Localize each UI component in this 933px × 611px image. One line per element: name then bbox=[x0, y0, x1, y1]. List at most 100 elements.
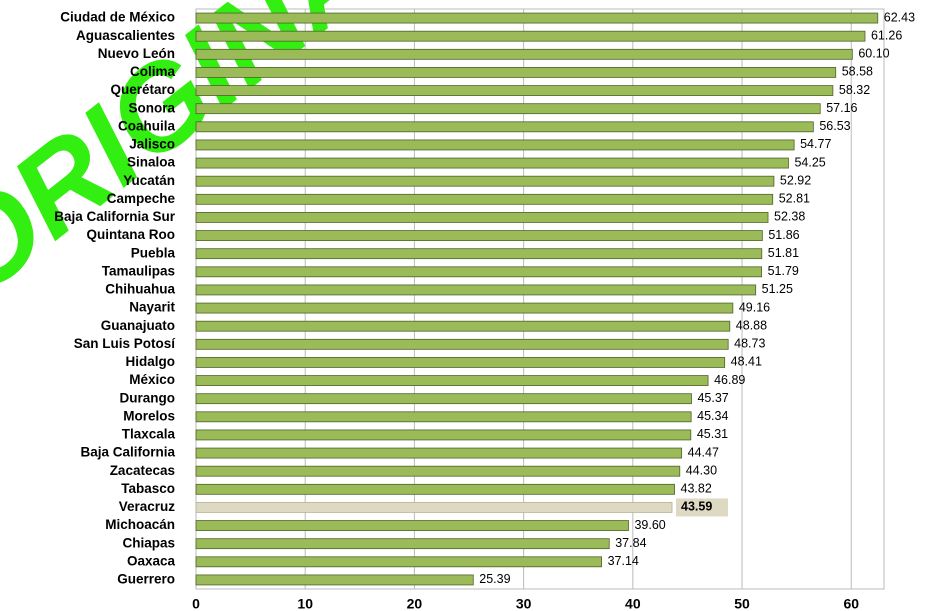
plot-area bbox=[195, 8, 885, 590]
value-label: 45.31 bbox=[697, 427, 728, 441]
bar bbox=[195, 175, 775, 187]
x-tick-label: 60 bbox=[843, 596, 859, 611]
value-label: 51.86 bbox=[768, 228, 799, 242]
bar bbox=[195, 538, 610, 550]
bar bbox=[195, 103, 821, 115]
category-label: Colima bbox=[130, 64, 176, 79]
category-label: Coahuila bbox=[118, 118, 175, 133]
category-label: Sonora bbox=[128, 100, 175, 115]
value-label: 45.37 bbox=[697, 391, 728, 405]
bar bbox=[195, 12, 879, 24]
bar bbox=[195, 121, 814, 133]
category-label: Aguascalientes bbox=[76, 28, 175, 43]
value-label: 51.25 bbox=[762, 282, 793, 296]
x-tick-label: 0 bbox=[192, 596, 200, 611]
value-label: 44.30 bbox=[686, 463, 717, 477]
value-label: 56.53 bbox=[819, 119, 850, 133]
category-label: Guerrero bbox=[117, 572, 175, 587]
bar bbox=[195, 338, 729, 350]
bar bbox=[195, 483, 675, 495]
category-label: San Luis Potosí bbox=[74, 336, 177, 351]
x-tick-label: 50 bbox=[734, 596, 750, 611]
value-label: 48.88 bbox=[736, 318, 767, 332]
value-label: 43.59 bbox=[681, 500, 712, 514]
bar bbox=[195, 502, 673, 513]
category-label: Oaxaca bbox=[127, 553, 176, 568]
category-label: Tlaxcala bbox=[122, 427, 176, 442]
category-label: Michoacán bbox=[105, 517, 175, 532]
category-label: Tamaulipas bbox=[102, 263, 175, 278]
bar bbox=[195, 284, 757, 296]
bar bbox=[195, 465, 681, 477]
value-label: 45.34 bbox=[697, 409, 728, 423]
category-label: Guanajuato bbox=[101, 318, 175, 333]
bar bbox=[195, 67, 837, 78]
value-label: 54.25 bbox=[794, 155, 825, 169]
bar bbox=[195, 230, 763, 241]
value-label: 48.41 bbox=[731, 355, 762, 369]
value-label: 61.26 bbox=[871, 28, 902, 42]
category-label: Hidalgo bbox=[126, 354, 176, 369]
bar bbox=[195, 193, 774, 205]
value-label: 44.47 bbox=[688, 445, 719, 459]
bar bbox=[195, 429, 692, 441]
category-label: Nuevo León bbox=[98, 46, 175, 61]
bar bbox=[195, 48, 853, 60]
value-label: 37.14 bbox=[608, 554, 639, 568]
category-label: Querétaro bbox=[110, 82, 175, 97]
category-label: Quintana Roo bbox=[87, 227, 176, 242]
bar bbox=[195, 375, 709, 386]
value-label: 58.58 bbox=[842, 65, 873, 79]
bar bbox=[195, 556, 602, 568]
category-label: Campeche bbox=[107, 191, 176, 206]
value-label: 52.38 bbox=[774, 210, 805, 224]
bar bbox=[195, 266, 762, 278]
bar bbox=[195, 85, 834, 96]
x-tick-label: 40 bbox=[625, 596, 641, 611]
bar bbox=[195, 30, 866, 42]
value-label: 58.32 bbox=[839, 83, 870, 97]
category-label: Baja California Sur bbox=[54, 209, 176, 224]
bar bbox=[195, 212, 769, 223]
value-label: 62.43 bbox=[884, 10, 915, 24]
value-label: 52.81 bbox=[779, 192, 810, 206]
value-label: 39.60 bbox=[634, 518, 665, 532]
bar bbox=[195, 520, 629, 531]
bar bbox=[195, 447, 683, 459]
value-label: 60.10 bbox=[858, 47, 889, 61]
bar bbox=[195, 393, 692, 405]
value-label: 48.73 bbox=[734, 337, 765, 351]
bar bbox=[195, 574, 474, 586]
category-label: Ciudad de México bbox=[60, 10, 175, 25]
category-label: Tabasco bbox=[121, 481, 175, 496]
value-label: 52.92 bbox=[780, 173, 811, 187]
category-label: Chihuahua bbox=[105, 282, 175, 297]
category-label: México bbox=[129, 372, 175, 387]
category-label: Puebla bbox=[131, 245, 176, 260]
value-label: 54.77 bbox=[800, 137, 831, 151]
bar bbox=[195, 411, 692, 423]
x-tick-label: 10 bbox=[297, 596, 313, 611]
value-label: 25.39 bbox=[479, 572, 510, 586]
category-label: Veracruz bbox=[119, 499, 176, 514]
bar bbox=[195, 320, 731, 332]
value-label: 51.81 bbox=[768, 246, 799, 260]
value-label: 37.84 bbox=[615, 536, 646, 550]
category-label: Baja California bbox=[80, 445, 175, 460]
value-label-box bbox=[676, 498, 729, 517]
category-label: Sinaloa bbox=[127, 155, 176, 170]
category-label: Zacatecas bbox=[110, 463, 175, 478]
category-label: Chiapas bbox=[122, 535, 175, 550]
value-label: 51.79 bbox=[768, 264, 799, 278]
value-label: 57.16 bbox=[826, 101, 857, 115]
bar bbox=[195, 357, 726, 368]
category-label: Morelos bbox=[123, 408, 175, 423]
x-tick-label: 20 bbox=[407, 596, 423, 611]
value-label: 43.82 bbox=[681, 482, 712, 496]
category-label: Yucatán bbox=[123, 173, 175, 188]
bar bbox=[195, 139, 795, 151]
category-label: Durango bbox=[120, 390, 176, 405]
bar bbox=[195, 248, 763, 260]
